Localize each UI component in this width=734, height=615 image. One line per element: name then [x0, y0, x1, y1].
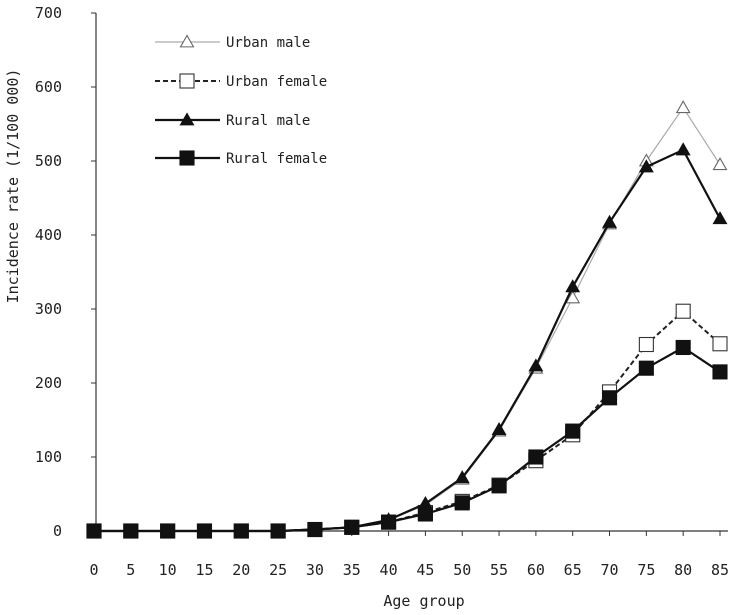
x-tick-label: 80	[674, 561, 692, 579]
series-line-urban-male	[94, 106, 721, 532]
series-group	[86, 100, 728, 539]
x-tick-label: 55	[490, 561, 508, 579]
x-tick-label: 75	[637, 561, 655, 579]
data-point-rural-female	[381, 514, 397, 530]
data-point-rural-female	[86, 523, 102, 539]
x-tick-label: 10	[159, 561, 177, 579]
axes: 0 100 200 300 400 500 600 700 0 5 10 15 20 25 30 35 40 45…	[35, 4, 729, 579]
data-point-rural-female	[123, 523, 139, 539]
y-tick-label: 400	[35, 226, 62, 244]
data-point-rural-female	[491, 478, 507, 494]
data-point-rural-female	[307, 521, 323, 538]
x-tick-label: 85	[711, 561, 729, 579]
data-point-urban-female	[712, 336, 728, 352]
data-point-rural-female	[712, 364, 728, 380]
data-point-urban-female	[675, 303, 691, 319]
data-point-rural-male	[675, 142, 691, 156]
y-tick-label: 500	[35, 152, 62, 170]
series-rural-male	[86, 142, 728, 537]
y-axis-title: Incidence rate (1/100 000)	[4, 69, 22, 304]
data-point-rural-female	[638, 360, 654, 376]
data-point-rural-female	[160, 523, 176, 539]
data-point-urban-male	[565, 290, 581, 304]
legend-item-rural-male: Rural male	[155, 112, 310, 129]
data-point-rural-male	[454, 470, 470, 484]
data-point-rural-female	[528, 449, 544, 465]
x-tick-label: 35	[343, 561, 361, 579]
data-point-rural-male	[565, 279, 581, 293]
data-point-rural-female	[344, 519, 360, 535]
legend-item-rural-female: Rural female	[155, 150, 327, 167]
legend-label-rural-female: Rural female	[226, 151, 327, 167]
data-point-rural-female	[565, 423, 581, 439]
data-point-rural-male	[528, 358, 544, 372]
data-point-urban-female	[638, 336, 654, 353]
series-urban-male	[86, 100, 728, 537]
data-point-rural-female	[270, 523, 286, 539]
legend-label-urban-female: Urban female	[226, 74, 327, 90]
data-point-urban-male	[675, 100, 691, 114]
x-tick-label: 50	[453, 561, 471, 579]
series-rural-female	[86, 339, 728, 539]
data-point-rural-female	[196, 523, 213, 539]
data-point-rural-female	[601, 390, 618, 406]
series-line-rural-female	[94, 346, 721, 533]
data-point-rural-male	[602, 214, 617, 228]
data-point-rural-male	[638, 159, 654, 173]
x-tick-label: 40	[380, 561, 398, 579]
data-point-rural-female	[233, 523, 249, 539]
legend-marker-urban-male	[179, 34, 195, 48]
x-tick-label: 70	[600, 561, 618, 579]
x-tick-label: 20	[232, 561, 250, 579]
data-point-rural-female	[417, 506, 433, 522]
legend-item-urban-female: Urban female	[155, 73, 327, 90]
x-tick-label: 5	[126, 561, 135, 579]
data-point-rural-female	[675, 339, 691, 356]
legend: Urban male Urban female Rural male Rural fe…	[155, 34, 327, 167]
x-tick-label: 45	[416, 561, 434, 579]
legend-label-urban-male: Urban male	[226, 35, 310, 51]
x-tick-label: 25	[269, 561, 287, 579]
data-point-rural-male	[712, 211, 728, 225]
y-tick-label: 200	[35, 374, 62, 392]
legend-label-rural-male: Rural male	[226, 113, 310, 129]
y-tick-label: 100	[35, 448, 62, 466]
series-line-rural-male	[94, 148, 721, 533]
series-urban-female	[86, 303, 728, 539]
data-point-rural-male	[491, 422, 507, 436]
y-tick-label: 0	[53, 522, 62, 540]
data-point-urban-male	[712, 157, 728, 171]
legend-item-urban-male: Urban male	[155, 34, 310, 51]
x-tick-label: 0	[89, 561, 98, 579]
legend-marker-rural-male	[179, 112, 195, 126]
x-axis-title: Age group	[383, 592, 464, 610]
legend-marker-rural-female	[179, 150, 195, 166]
legend-marker-urban-female	[179, 73, 195, 89]
x-tick-label: 60	[527, 561, 545, 579]
y-tick-label: 700	[35, 4, 62, 22]
y-tick-label: 600	[35, 78, 62, 96]
x-tick-label: 65	[564, 561, 582, 579]
y-tick-label: 300	[35, 300, 62, 318]
x-tick-label: 30	[306, 561, 324, 579]
x-tick-label: 15	[195, 561, 213, 579]
series-line-urban-female	[94, 309, 721, 532]
data-point-rural-female	[454, 495, 470, 511]
